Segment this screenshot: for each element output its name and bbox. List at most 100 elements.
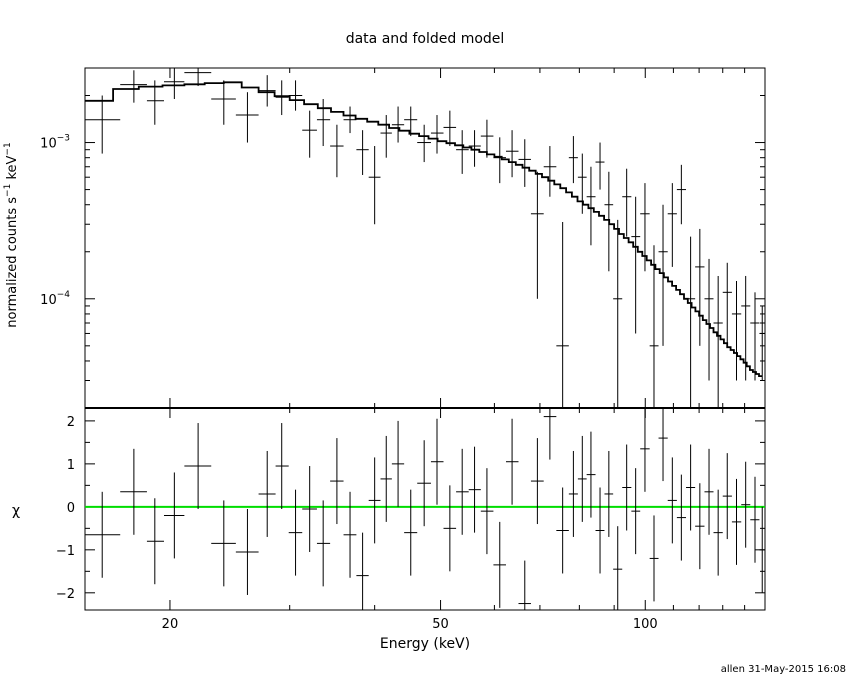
residual-point [595, 487, 605, 574]
data-point [750, 292, 760, 381]
residual-point [380, 435, 392, 522]
residual-point [658, 408, 668, 482]
residual-point [631, 468, 641, 555]
residual-point [556, 487, 569, 574]
data-point [595, 142, 605, 190]
data-point [604, 171, 614, 272]
residual-point [604, 450, 614, 537]
residual-point [120, 448, 147, 535]
residual-point [622, 444, 632, 531]
residual-point [695, 483, 705, 570]
data-point [443, 110, 457, 147]
data-point [613, 219, 623, 408]
residual-point [85, 491, 121, 578]
residual-point [577, 435, 587, 522]
residual-point [543, 408, 557, 460]
residual-point [391, 420, 405, 507]
top-y-tick-label: 10−3 [40, 134, 70, 152]
residual-point [649, 515, 659, 602]
x-tick-label: 100 [633, 617, 658, 632]
data-point [258, 75, 276, 107]
data-point [430, 115, 444, 154]
bottom-y-tick-label: 2 [67, 415, 75, 430]
data-point [120, 70, 147, 103]
residual-point [275, 423, 289, 509]
data-point [456, 130, 469, 174]
residual-point [518, 560, 531, 610]
data-point [146, 80, 164, 125]
data-point [211, 80, 236, 125]
residual-point [713, 489, 723, 576]
data-point [649, 245, 659, 408]
top-y-tick-label: 10−4 [40, 290, 70, 308]
data-point [184, 68, 212, 87]
data-point [302, 110, 317, 158]
residual-point [146, 498, 164, 585]
residual-point [731, 478, 742, 565]
data-point [543, 146, 557, 197]
ylabel-main: normalized counts s [5, 197, 20, 328]
data-point [518, 139, 531, 187]
data-point [622, 168, 632, 237]
data-point [686, 236, 696, 408]
residual-point [404, 489, 418, 576]
top-model-layer [85, 81, 762, 377]
residual-point [468, 446, 481, 533]
residual-point [530, 438, 544, 525]
residual-point [368, 457, 381, 544]
bottom-frame [84, 407, 766, 611]
data-point [404, 106, 418, 137]
residual-point [613, 526, 623, 610]
residual-point [417, 440, 431, 527]
data-point [667, 183, 677, 267]
x-tick-label: 20 [162, 617, 179, 632]
data-point [288, 80, 303, 111]
data-point [275, 80, 289, 116]
residual-point [235, 509, 259, 595]
residual-point [288, 489, 303, 576]
bottom-y-tick-label: −2 [56, 587, 75, 602]
data-point [640, 183, 650, 272]
data-point [493, 137, 506, 184]
data-point [380, 115, 392, 158]
top-y-axis-label: normalized counts s−1 keV−1 [3, 142, 20, 327]
data-point [759, 305, 765, 381]
data-point [713, 275, 723, 408]
residual-point [258, 450, 276, 537]
residual-point [480, 468, 494, 555]
data-point [316, 98, 331, 147]
residual-point [430, 418, 444, 505]
residual-point [343, 491, 357, 578]
data-point [368, 146, 381, 225]
residual-point [443, 485, 457, 572]
residual-point [741, 461, 751, 548]
bottom-y-axis-label: χ [12, 503, 20, 519]
data-point [163, 68, 185, 99]
footer-timestamp: allen 31-May-2015 16:08 [721, 664, 846, 675]
bottom-data-layer [85, 408, 765, 610]
x-tick-label: 50 [432, 617, 449, 632]
data-point [676, 164, 687, 225]
residual-point [667, 457, 677, 544]
x-axis-label: Energy (keV) [380, 636, 470, 652]
data-point [356, 130, 369, 175]
data-point [530, 171, 544, 299]
data-point [417, 124, 431, 163]
data-point [343, 106, 357, 134]
data-point [468, 130, 481, 167]
top-panel: 10−3 10−4 [40, 67, 766, 409]
data-point [741, 275, 751, 381]
residual-point [568, 450, 578, 537]
ylabel-sup-1: −1 [3, 184, 13, 197]
data-point [722, 262, 732, 346]
data-point [631, 196, 641, 334]
data-point [391, 106, 405, 143]
residual-point [356, 532, 369, 610]
residual-point [640, 408, 650, 492]
residual-point [302, 466, 317, 552]
data-point [480, 119, 494, 158]
ylabel-sup-2: −1 [3, 142, 13, 155]
residual-point [759, 506, 765, 593]
data-point [235, 92, 259, 143]
